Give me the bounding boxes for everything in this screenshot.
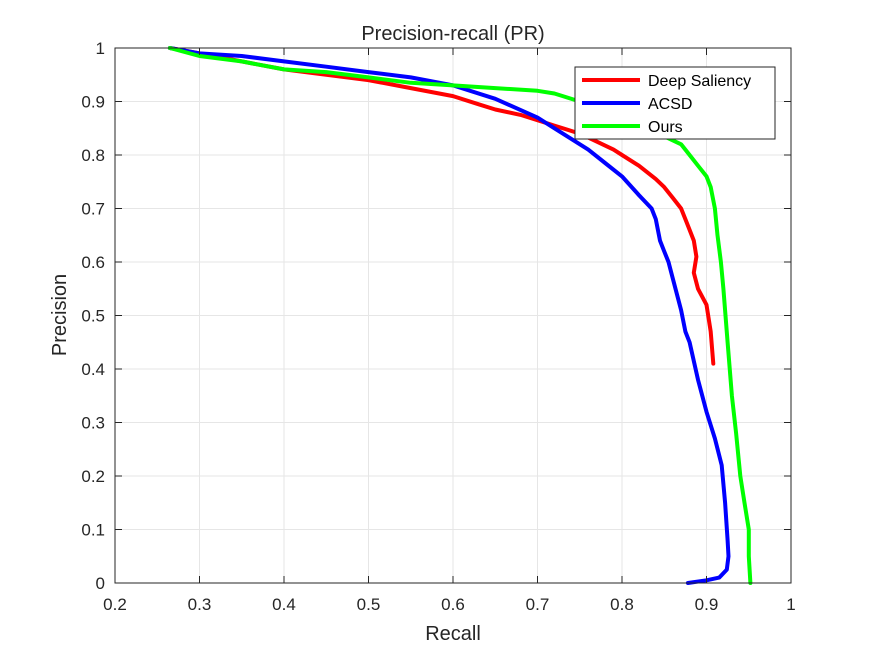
x-axis-label: Recall bbox=[425, 623, 481, 645]
legend-label: Ours bbox=[648, 119, 683, 136]
y-tick-label: 0.6 bbox=[81, 253, 105, 272]
y-tick-label: 0.9 bbox=[81, 93, 105, 112]
axis-ticks bbox=[114, 47, 792, 584]
x-tick-label: 0.3 bbox=[188, 595, 212, 614]
y-tick-label: 0.7 bbox=[81, 200, 105, 219]
x-tick-label: 0.9 bbox=[695, 595, 719, 614]
y-axis-label: Precision bbox=[49, 274, 71, 356]
x-tick-label: 0.6 bbox=[441, 595, 465, 614]
x-tick-label: 0.5 bbox=[357, 595, 381, 614]
y-tick-label: 0.3 bbox=[81, 414, 105, 433]
y-tick-label: 0.5 bbox=[81, 307, 105, 326]
series-line-acsd bbox=[167, 46, 731, 585]
y-tick-label: 1 bbox=[96, 39, 105, 58]
x-tick-label: 0.2 bbox=[103, 595, 127, 614]
y-tick-label: 0 bbox=[96, 574, 105, 593]
tick-labels: 0.2 0.3 0.4 0.5 0.6 0.7 0.8 0.9 1 0 0.1 0.2 0.3 0.4 0.… bbox=[81, 39, 795, 614]
series-line-deep-saliency bbox=[167, 46, 716, 366]
x-tick-label: 0.8 bbox=[610, 595, 634, 614]
legend-label: ACSD bbox=[648, 96, 692, 113]
legend: Deep Saliency ACSD Ours bbox=[574, 66, 776, 140]
y-tick-label: 0.4 bbox=[81, 360, 105, 379]
legend-label: Deep Saliency bbox=[648, 73, 751, 90]
x-tick-label: 0.7 bbox=[526, 595, 550, 614]
y-tick-label: 0.2 bbox=[81, 467, 105, 486]
y-tick-label: 0.1 bbox=[81, 521, 105, 540]
chart-title: Precision-recall (PR) bbox=[361, 23, 544, 45]
x-tick-label: 0.4 bbox=[272, 595, 296, 614]
y-tick-label: 0.8 bbox=[81, 146, 105, 165]
x-tick-label: 1 bbox=[786, 595, 795, 614]
